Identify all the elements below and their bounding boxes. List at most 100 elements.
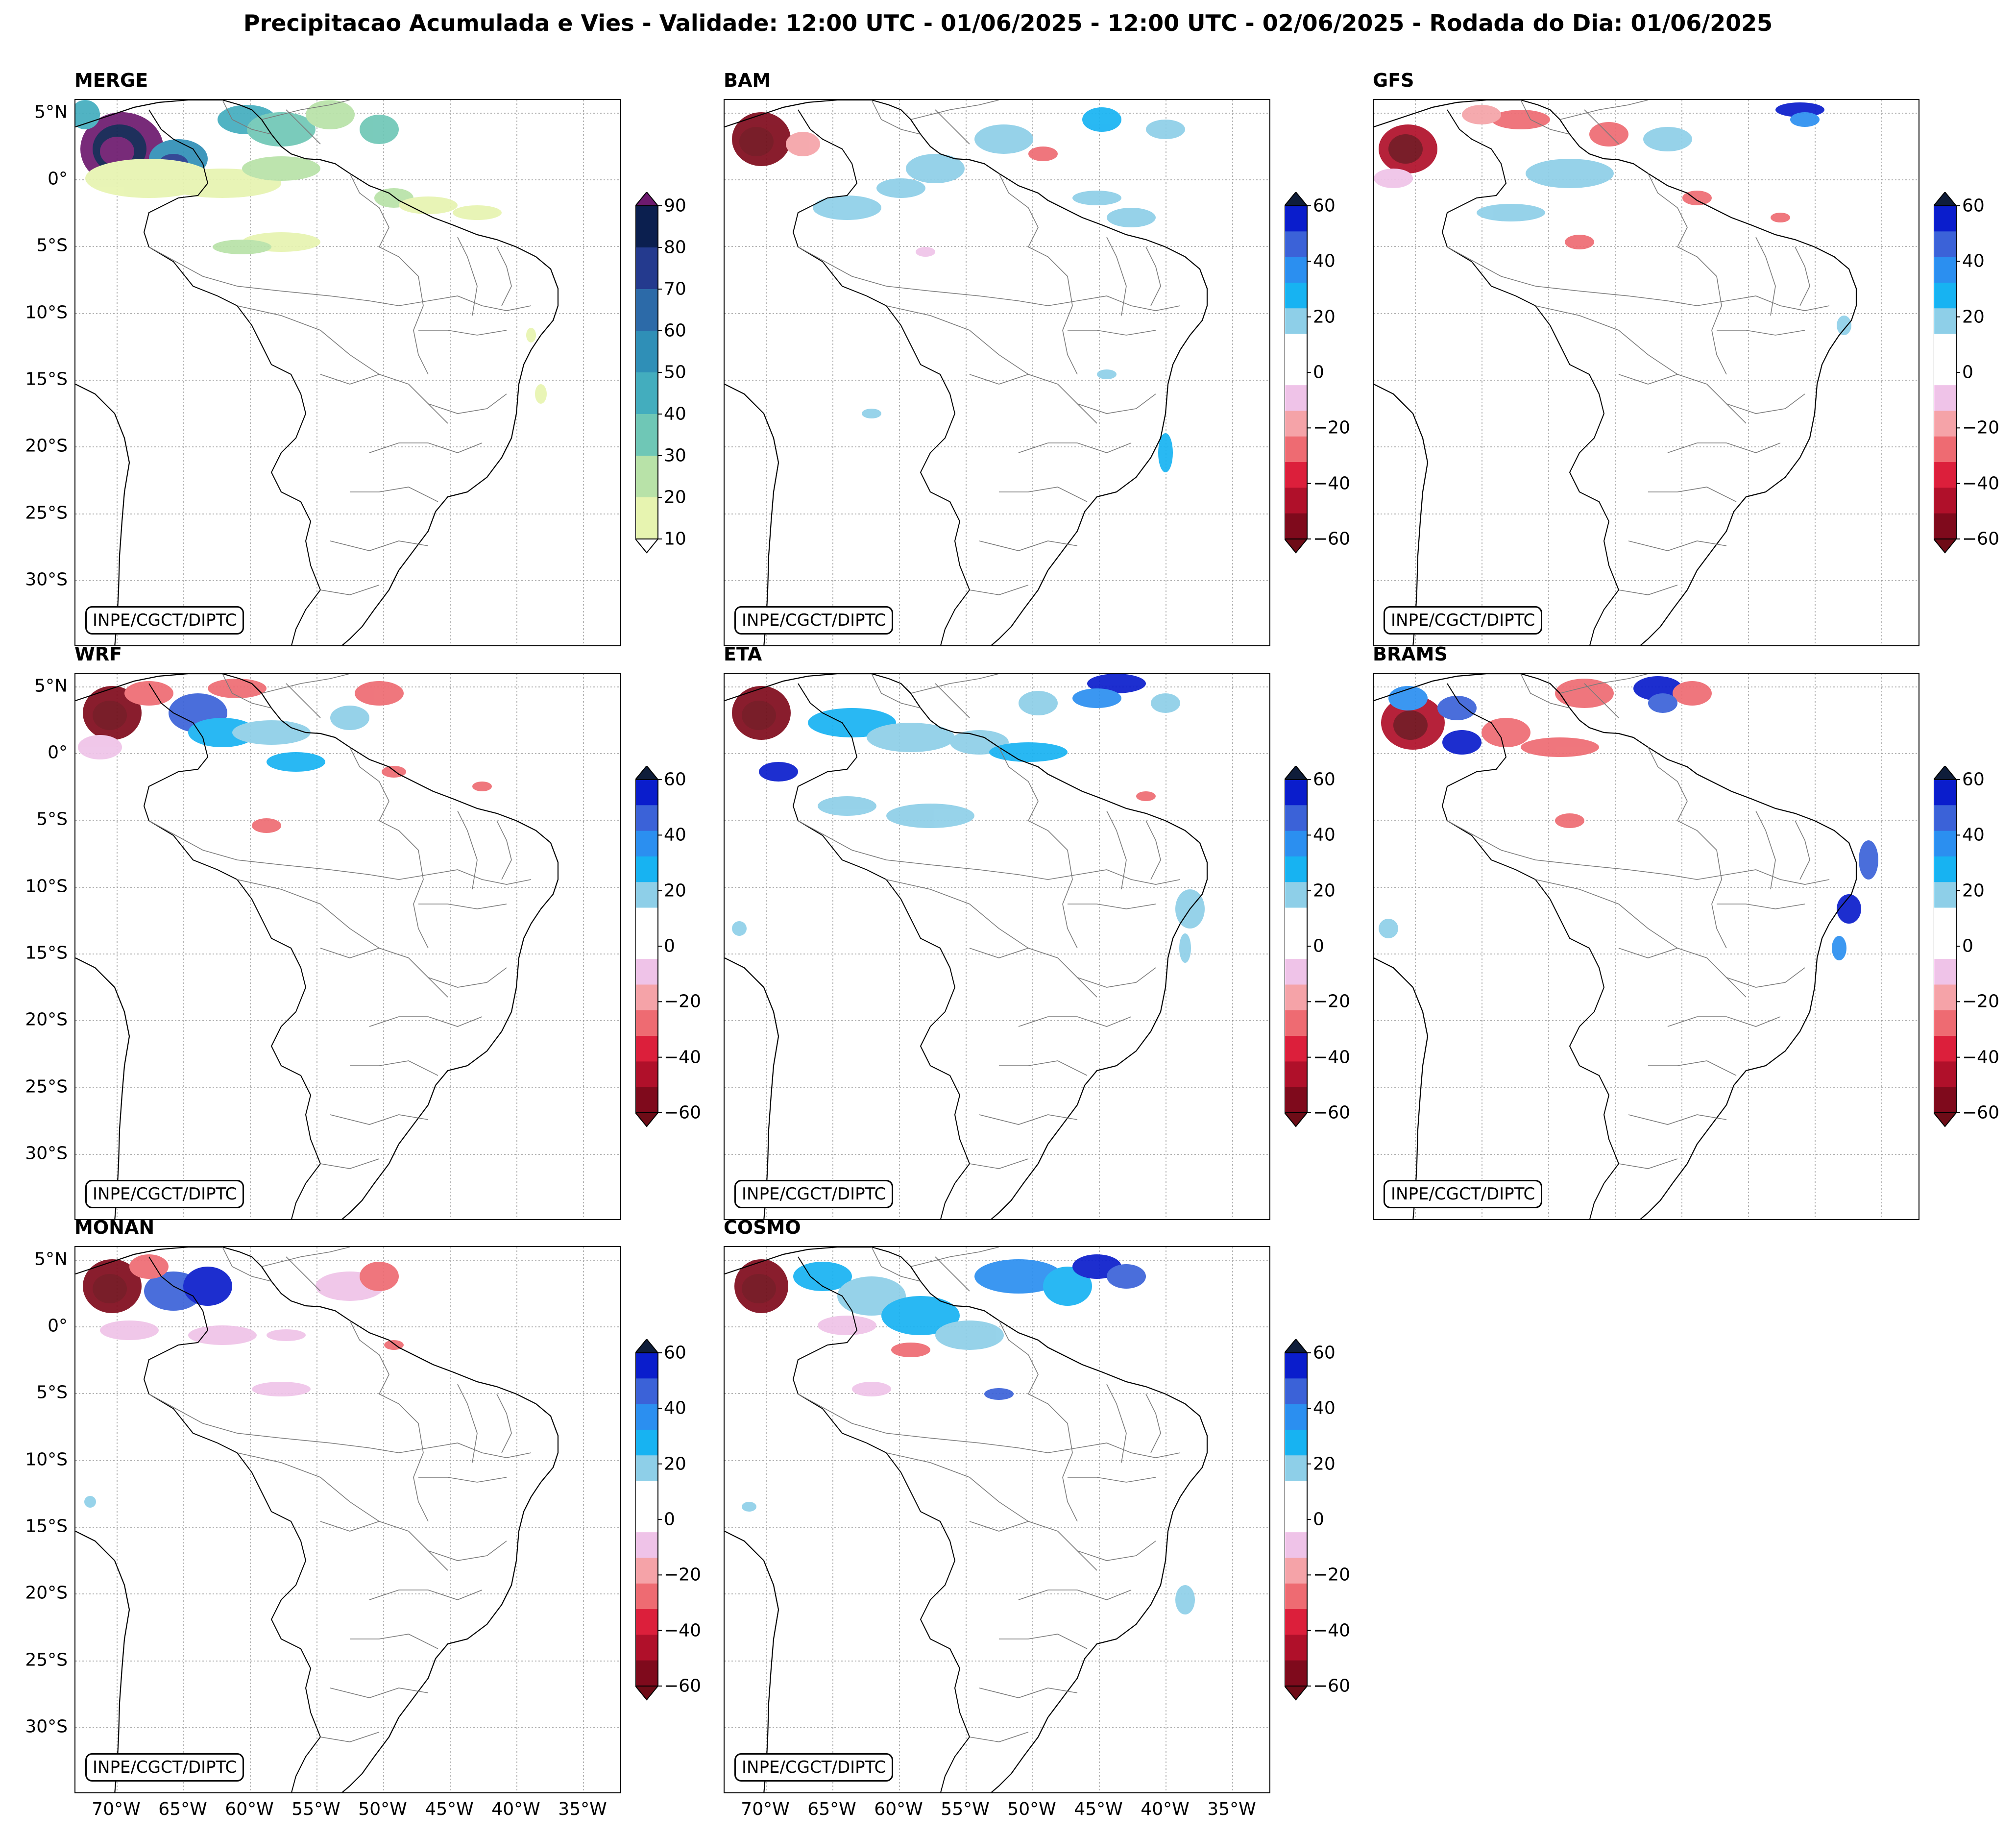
colorbar-segment — [1285, 1506, 1307, 1533]
field-patch — [886, 804, 974, 828]
colorbar-svg — [1932, 765, 1960, 1127]
colorbar-tick-label: 20 — [664, 880, 686, 901]
colorbar-segment — [1934, 231, 1956, 258]
state-border — [1106, 810, 1127, 890]
state-border — [320, 1158, 380, 1169]
state-border — [496, 1394, 512, 1453]
state-border — [330, 1114, 429, 1125]
bias-colorbar: 60 40 20 0 −20 −40 −60 — [1283, 765, 1350, 1128]
colorbar-svg — [634, 1338, 662, 1701]
colorbar-segment — [1285, 831, 1307, 857]
colorbar-bottom-arrow — [1283, 1686, 1309, 1701]
field-patch — [124, 681, 173, 706]
colorbar-tick-label: 80 — [664, 237, 686, 258]
colorbar-svg — [634, 765, 662, 1127]
field-patch — [1175, 1585, 1195, 1614]
colorbar-tick-label: 20 — [1962, 880, 1985, 901]
lat-tick-label: 15°S — [25, 1516, 68, 1537]
colorbar-segment — [1285, 334, 1307, 360]
field-patch — [1072, 191, 1121, 205]
colorbar-bottom-arrow — [634, 1112, 659, 1127]
field-patch — [867, 723, 955, 752]
colorbar-segment — [635, 1532, 658, 1558]
field-patch — [213, 240, 271, 254]
colorbar-segment — [635, 1583, 658, 1610]
lat-tick-label: 15°S — [25, 369, 68, 390]
colorbar-segment — [635, 780, 658, 806]
field-patch — [1151, 693, 1180, 713]
state-border — [369, 1016, 483, 1027]
colorbar-segment — [1285, 1061, 1307, 1088]
colorbar-segment — [635, 1635, 658, 1661]
colorbar-top-arrow — [634, 765, 659, 780]
colorbar-segment — [1934, 462, 1956, 488]
state-border — [261, 1247, 350, 1267]
lon-tick-label: 55°W — [291, 1799, 340, 1819]
state-border — [418, 330, 507, 336]
colorbar-svg — [1283, 1338, 1311, 1701]
credit-label: INPE/CGCT/DIPTC — [734, 606, 894, 635]
state-border — [1559, 100, 1649, 120]
lon-tick-label: 60°W — [874, 1799, 923, 1819]
state-border — [1717, 904, 1805, 909]
colorbar-segment — [1934, 1087, 1956, 1113]
colorbar-segment — [1285, 984, 1307, 1011]
colorbar-tick-label: 60 — [1313, 196, 1336, 216]
field-layer — [732, 674, 1205, 963]
panel-title: BRAMS — [1373, 643, 1448, 665]
colorbar-tick-label: −60 — [664, 1102, 701, 1123]
colorbar-bottom-arrow — [1283, 538, 1309, 554]
lat-tick-label: 5°S — [36, 1382, 68, 1403]
state-border — [286, 683, 321, 718]
state-border — [1618, 585, 1678, 595]
colorbar-tick-label: −60 — [1313, 1676, 1350, 1696]
state-border — [1077, 295, 1181, 311]
state-border — [418, 904, 507, 909]
state-border — [286, 109, 321, 145]
state-border — [148, 246, 429, 306]
field-patch — [1859, 840, 1878, 880]
colorbar-segment — [1285, 385, 1307, 411]
state-border — [1648, 747, 1688, 821]
colorbar-bottom-arrow — [1932, 538, 1958, 554]
field-patch — [906, 154, 965, 183]
west-coastline — [725, 384, 779, 645]
state-border — [1077, 869, 1181, 885]
precip-colorbar: 90 80 70 60 50 40 30 20 10 — [634, 191, 694, 555]
field-patch — [739, 127, 774, 156]
map-svg — [725, 100, 1269, 645]
state-border — [910, 100, 999, 120]
country-border — [792, 683, 971, 1219]
state-border — [496, 246, 512, 306]
field-patch — [1072, 688, 1121, 708]
colorbar-segment — [1285, 780, 1307, 806]
state-border — [1717, 330, 1805, 336]
colorbar-segment — [1285, 1635, 1307, 1661]
state-border — [1028, 246, 1078, 375]
colorbar-segment — [1934, 359, 1956, 386]
panel-title: MERGE — [74, 70, 148, 91]
panel-merge: MERGE INPE/CGCT/DIPTC 5°N 0° 5°S 10°S 15°S 20°S… — [25, 70, 686, 646]
state-border — [222, 674, 272, 709]
state-border — [379, 1394, 429, 1522]
colorbar-segment — [1934, 1061, 1956, 1088]
map-frame: INPE/CGCT/DIPTC — [724, 1246, 1270, 1793]
state-border — [330, 1687, 429, 1698]
state-border — [969, 585, 1029, 595]
state-border — [1018, 442, 1132, 453]
colorbar-segment — [1285, 1378, 1307, 1405]
colorbar-segment — [1285, 206, 1307, 232]
field-patch — [974, 124, 1033, 154]
lon-tick-label: 50°W — [1007, 1799, 1056, 1819]
field-patch — [1082, 107, 1121, 132]
lon-tick-label: 55°W — [941, 1799, 990, 1819]
colorbar-segment — [635, 1481, 658, 1507]
colorbar-tick-label: −20 — [1313, 417, 1350, 438]
state-border — [871, 100, 921, 135]
field-patch — [1442, 730, 1482, 755]
credit-label: INPE/CGCT/DIPTC — [85, 606, 244, 635]
lat-tick-label: 10°S — [25, 302, 68, 323]
west-coastline — [1374, 957, 1429, 1219]
lon-tick-label: 60°W — [225, 1799, 274, 1819]
colorbar-segment — [635, 1609, 658, 1635]
